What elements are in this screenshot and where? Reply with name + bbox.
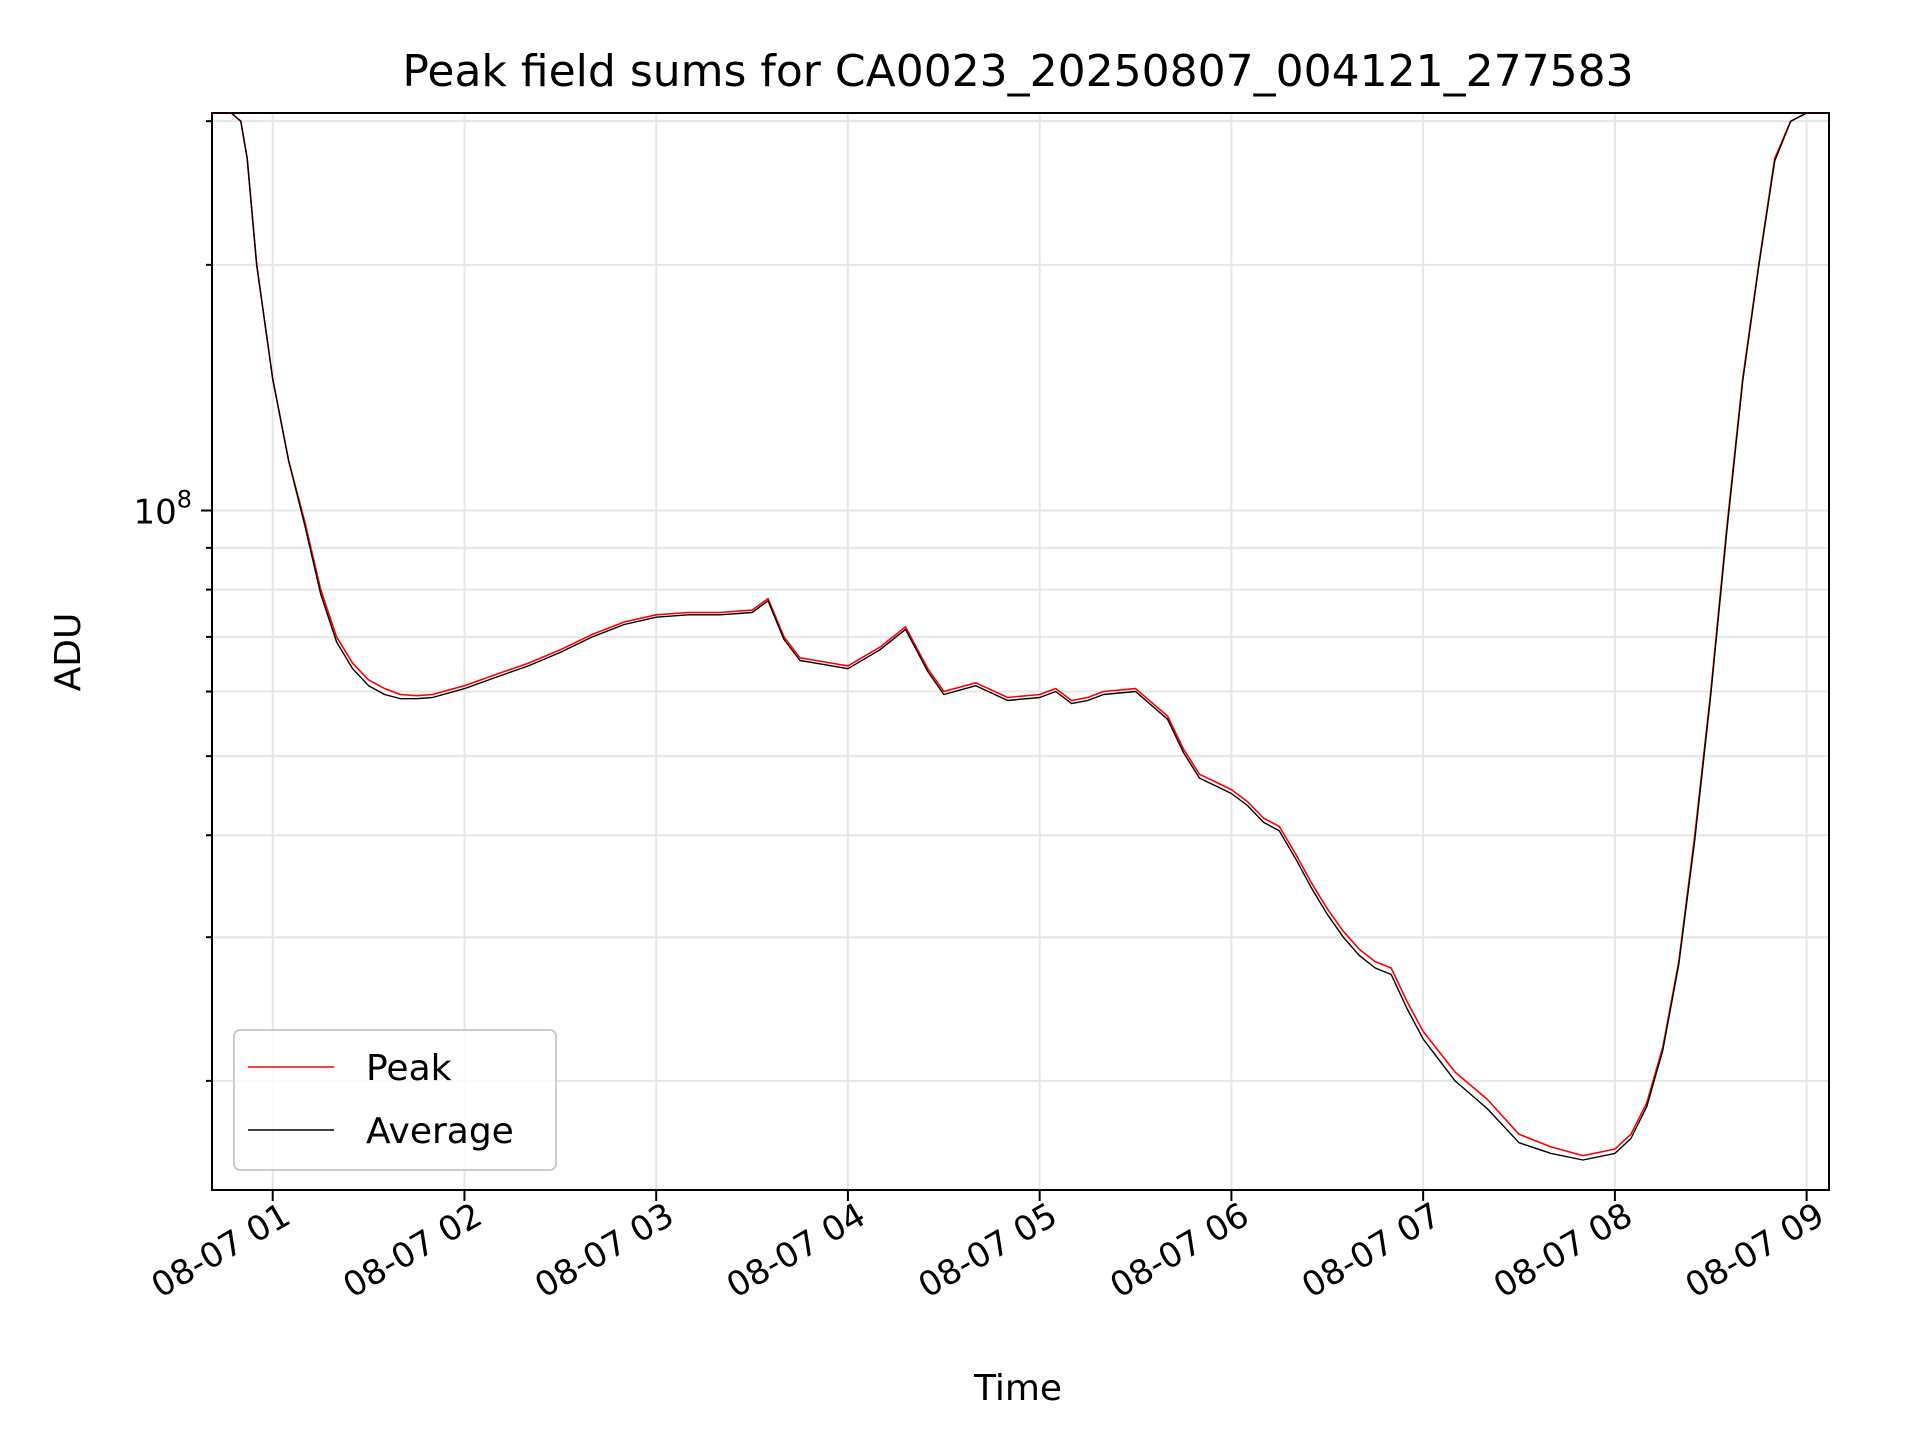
series-line-peak: [212, 112, 1829, 1157]
legend-box: [233, 1029, 557, 1171]
y-axis-label: ADU: [48, 613, 89, 692]
y-axis: 108: [133, 120, 212, 1082]
series-layer: [212, 112, 1829, 1161]
grid: [212, 113, 1829, 1190]
chart-title: Peak field sums for CA0023_20250807_0041…: [402, 46, 1633, 97]
plot-area-frame: [211, 112, 1830, 1191]
series-line-average: [212, 112, 1829, 1161]
legend-label-average: Average: [366, 1111, 514, 1152]
legend: Peak Average: [233, 1029, 557, 1171]
y-tick-label: 108: [133, 486, 192, 533]
x-axis-label: Time: [973, 1368, 1062, 1409]
legend-label-peak: Peak: [366, 1048, 452, 1089]
